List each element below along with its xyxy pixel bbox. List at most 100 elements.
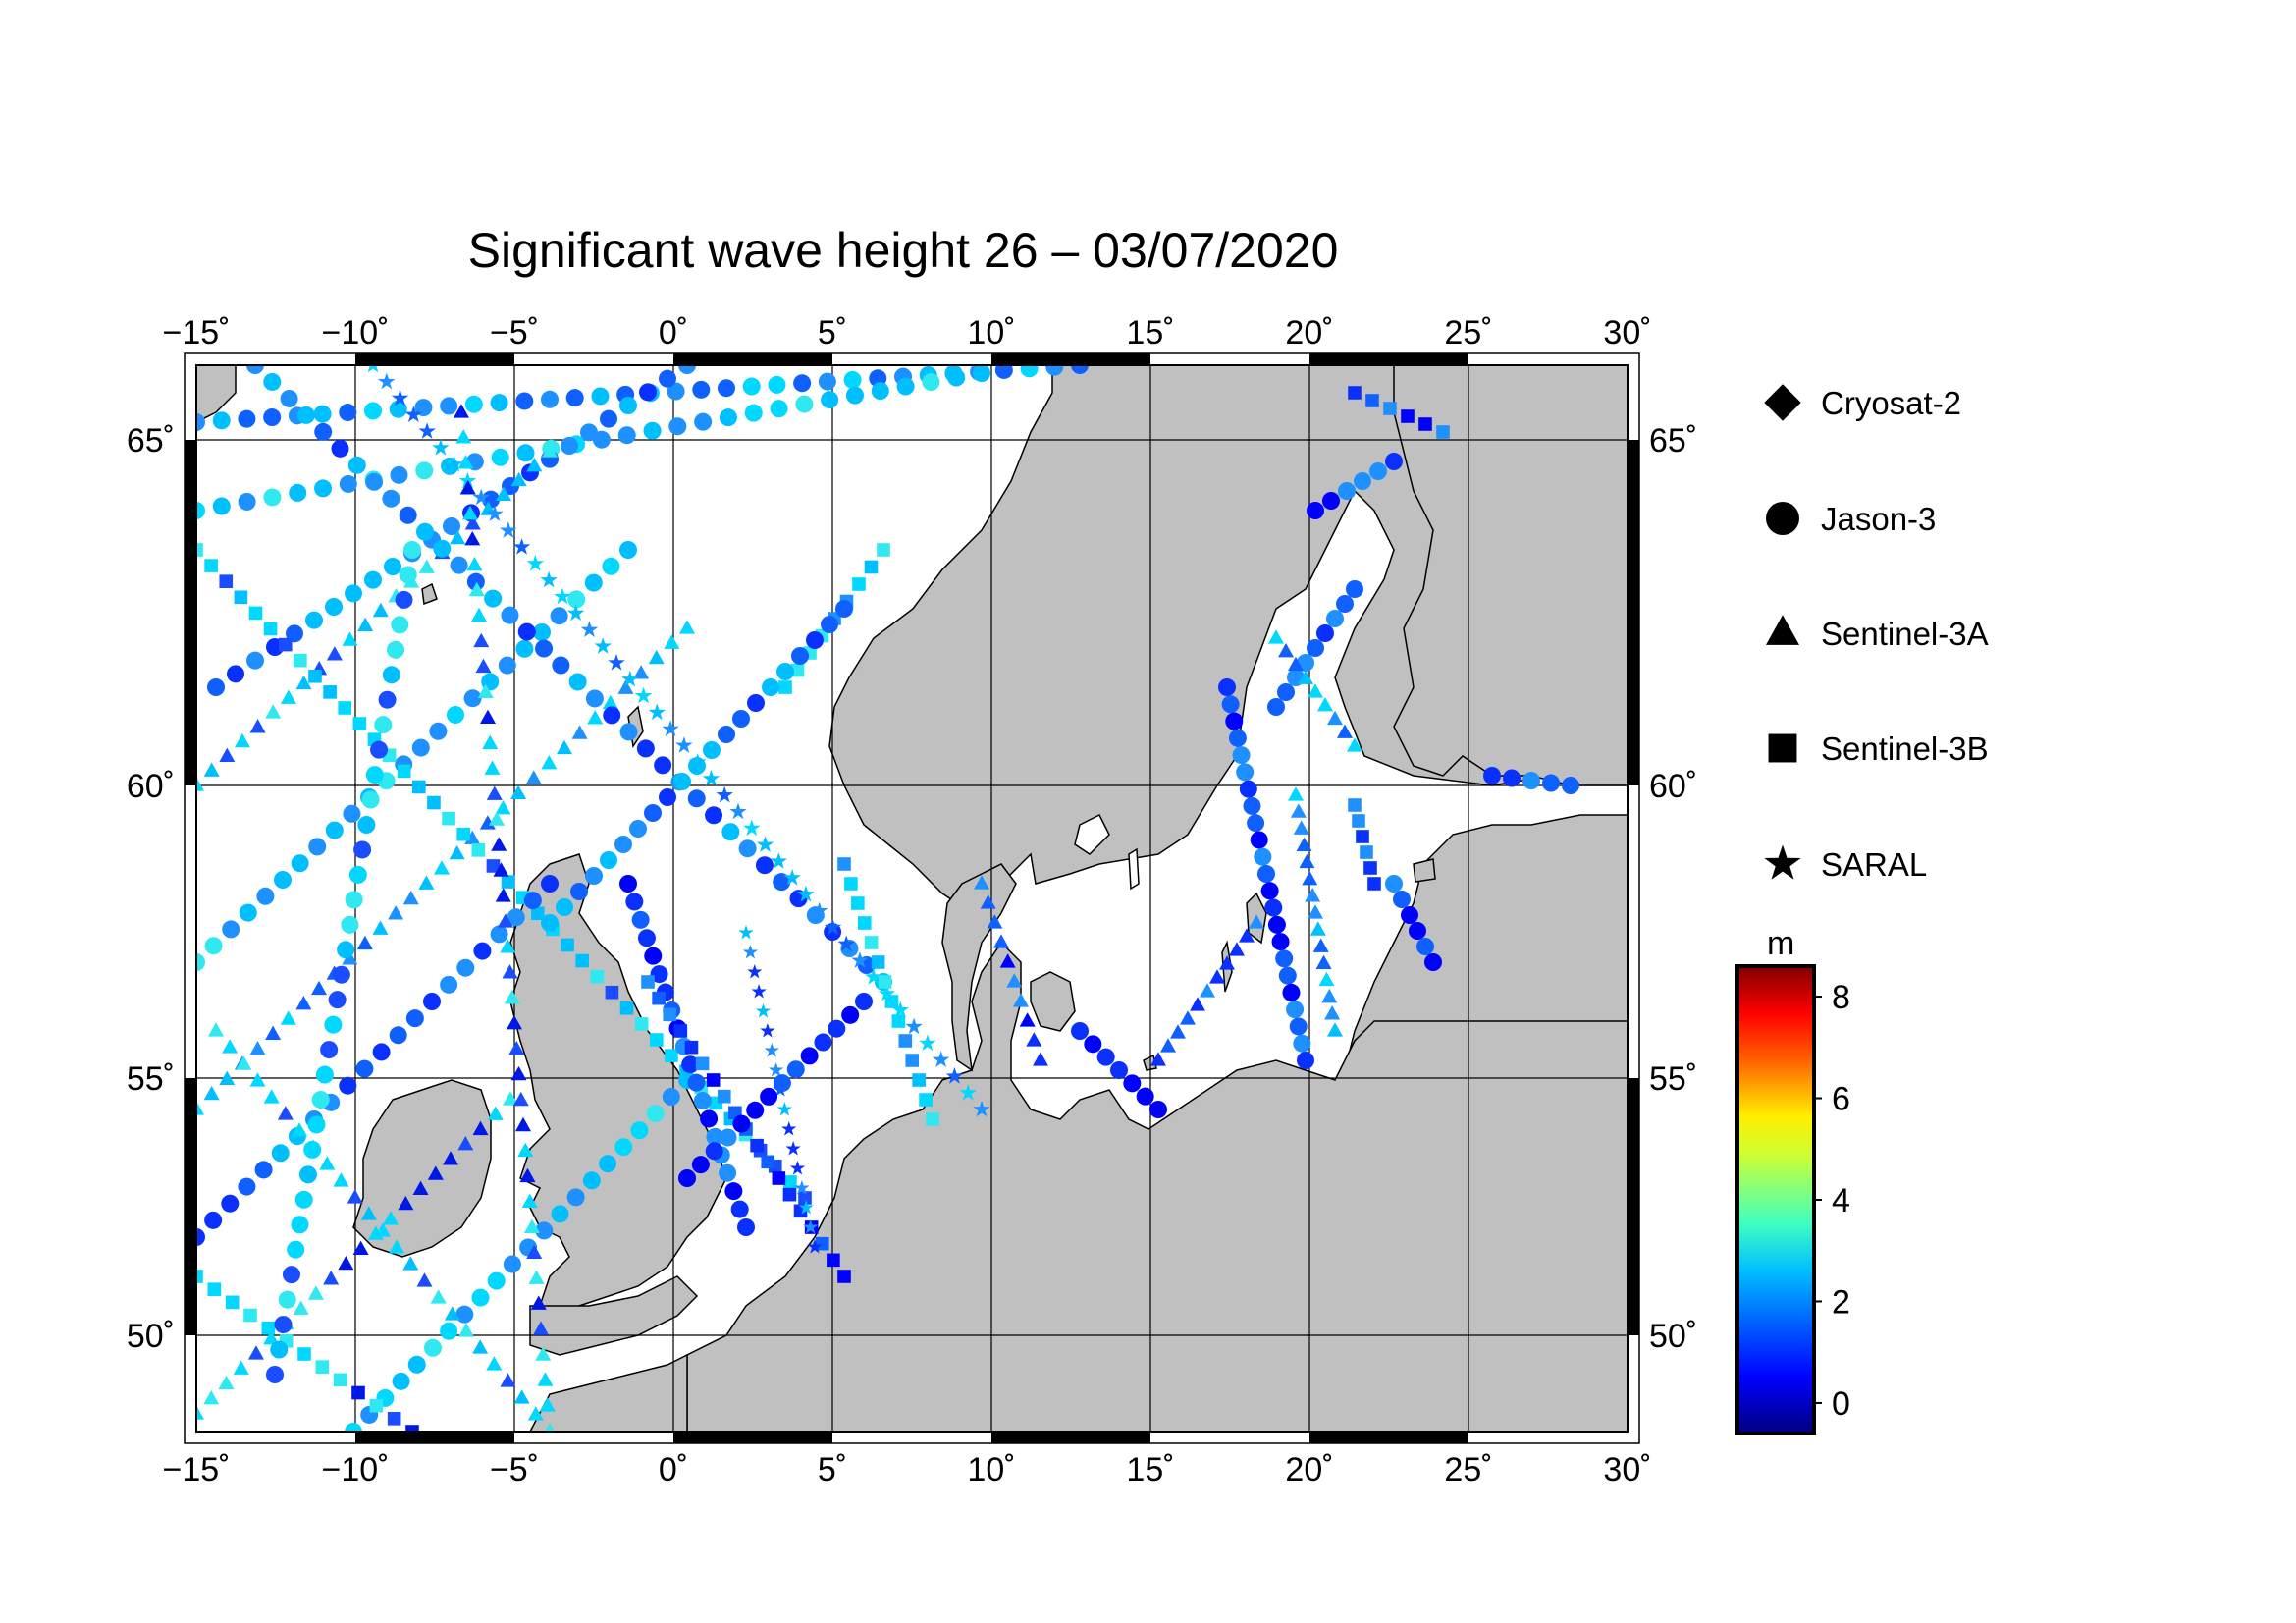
track-marker — [649, 1033, 664, 1047]
track-marker — [550, 607, 568, 625]
track-marker — [1522, 772, 1540, 789]
track-marker — [402, 1256, 419, 1271]
lon-tick-label-top: 20˚ — [1285, 314, 1333, 352]
track-marker — [454, 404, 469, 418]
colorbar-scale — [1735, 964, 1816, 1435]
track-marker — [605, 985, 619, 1000]
lon-tick-label-bottom: 10˚ — [967, 1451, 1015, 1488]
track-marker — [919, 1093, 933, 1107]
frame-bar-bottom — [991, 1432, 1150, 1443]
track-marker — [786, 1060, 805, 1079]
iceland-land — [196, 365, 237, 423]
colorbar-tick-label: 6 — [1832, 1081, 1850, 1118]
track-marker — [1278, 642, 1294, 658]
track-marker — [254, 1161, 273, 1179]
track-marker — [455, 1305, 474, 1324]
track-marker — [1250, 831, 1268, 849]
track-marker — [1229, 942, 1245, 956]
track-marker — [263, 372, 282, 391]
track-marker — [493, 862, 509, 877]
track-marker — [619, 1001, 634, 1015]
track-marker — [449, 844, 465, 860]
track-marker — [1315, 954, 1332, 970]
track-marker — [298, 1165, 317, 1184]
track-marker — [445, 455, 463, 472]
track-marker — [871, 382, 889, 401]
track-marker — [1254, 847, 1272, 866]
track-marker — [793, 374, 812, 393]
track-marker — [324, 1015, 343, 1034]
track-marker — [646, 1105, 665, 1123]
frame-bar-bottom — [355, 1432, 514, 1443]
track-marker — [311, 1091, 330, 1109]
track-marker — [659, 788, 676, 806]
track-marker — [945, 1067, 964, 1084]
track-marker — [818, 372, 836, 391]
track-marker — [519, 1167, 536, 1183]
track-marker — [541, 875, 559, 893]
track-marker — [1110, 1061, 1128, 1079]
track-marker — [472, 1339, 489, 1354]
track-marker — [458, 471, 477, 489]
track-marker — [773, 1074, 791, 1093]
track-marker — [427, 795, 441, 810]
track-marker — [1026, 1032, 1042, 1047]
track-marker — [896, 377, 915, 396]
lon-tick-label-top: 25˚ — [1444, 314, 1492, 352]
track-marker — [700, 1109, 719, 1128]
track-marker — [471, 843, 486, 857]
lon-tick-label-top: −5˚ — [490, 314, 539, 352]
track-marker — [463, 689, 482, 708]
track-marker — [659, 369, 676, 388]
legend-marker-star — [1764, 844, 1801, 880]
track-marker — [773, 873, 791, 892]
track-marker — [692, 380, 711, 399]
track-marker — [1483, 767, 1501, 784]
track-marker — [974, 875, 989, 890]
track-marker — [291, 1216, 309, 1234]
track-marker — [585, 689, 604, 708]
track-marker — [523, 892, 542, 910]
track-marker — [486, 859, 501, 873]
track-marker — [222, 1039, 239, 1054]
track-marker — [416, 1272, 433, 1287]
map-area — [196, 365, 1628, 1432]
frame-bar-left — [185, 440, 196, 785]
denmark-land — [941, 863, 1017, 1072]
track-marker — [517, 1142, 534, 1158]
track-marker — [770, 400, 788, 418]
track-marker — [1327, 1022, 1343, 1037]
track-marker — [456, 827, 470, 841]
track-marker — [430, 1289, 447, 1304]
track-marker — [196, 1101, 204, 1115]
track-marker — [271, 1144, 290, 1163]
track-marker — [1293, 820, 1309, 835]
track-marker — [423, 1338, 442, 1357]
track-marker — [857, 916, 872, 930]
track-marker — [472, 1120, 489, 1136]
track-marker — [287, 1240, 305, 1259]
lon-tick-label-bottom: 25˚ — [1444, 1451, 1492, 1488]
track-marker — [737, 1218, 755, 1236]
track-marker — [236, 1055, 252, 1070]
track-marker — [1317, 696, 1333, 712]
track-marker — [587, 710, 604, 725]
track-marker — [719, 1128, 737, 1147]
track-marker — [282, 1266, 300, 1284]
track-marker — [791, 647, 809, 665]
track-marker — [994, 365, 1013, 379]
track-marker — [922, 373, 940, 392]
track-marker — [196, 777, 204, 791]
track-marker — [289, 483, 307, 502]
track-marker — [219, 1070, 236, 1085]
track-marker — [824, 918, 842, 936]
track-marker — [694, 412, 713, 431]
track-marker — [249, 1040, 266, 1055]
track-marker — [527, 1406, 544, 1421]
track-marker — [204, 559, 218, 572]
track-marker — [233, 1360, 249, 1375]
track-marker — [530, 1295, 547, 1310]
track-marker — [807, 1239, 823, 1254]
track-marker — [681, 1055, 700, 1074]
